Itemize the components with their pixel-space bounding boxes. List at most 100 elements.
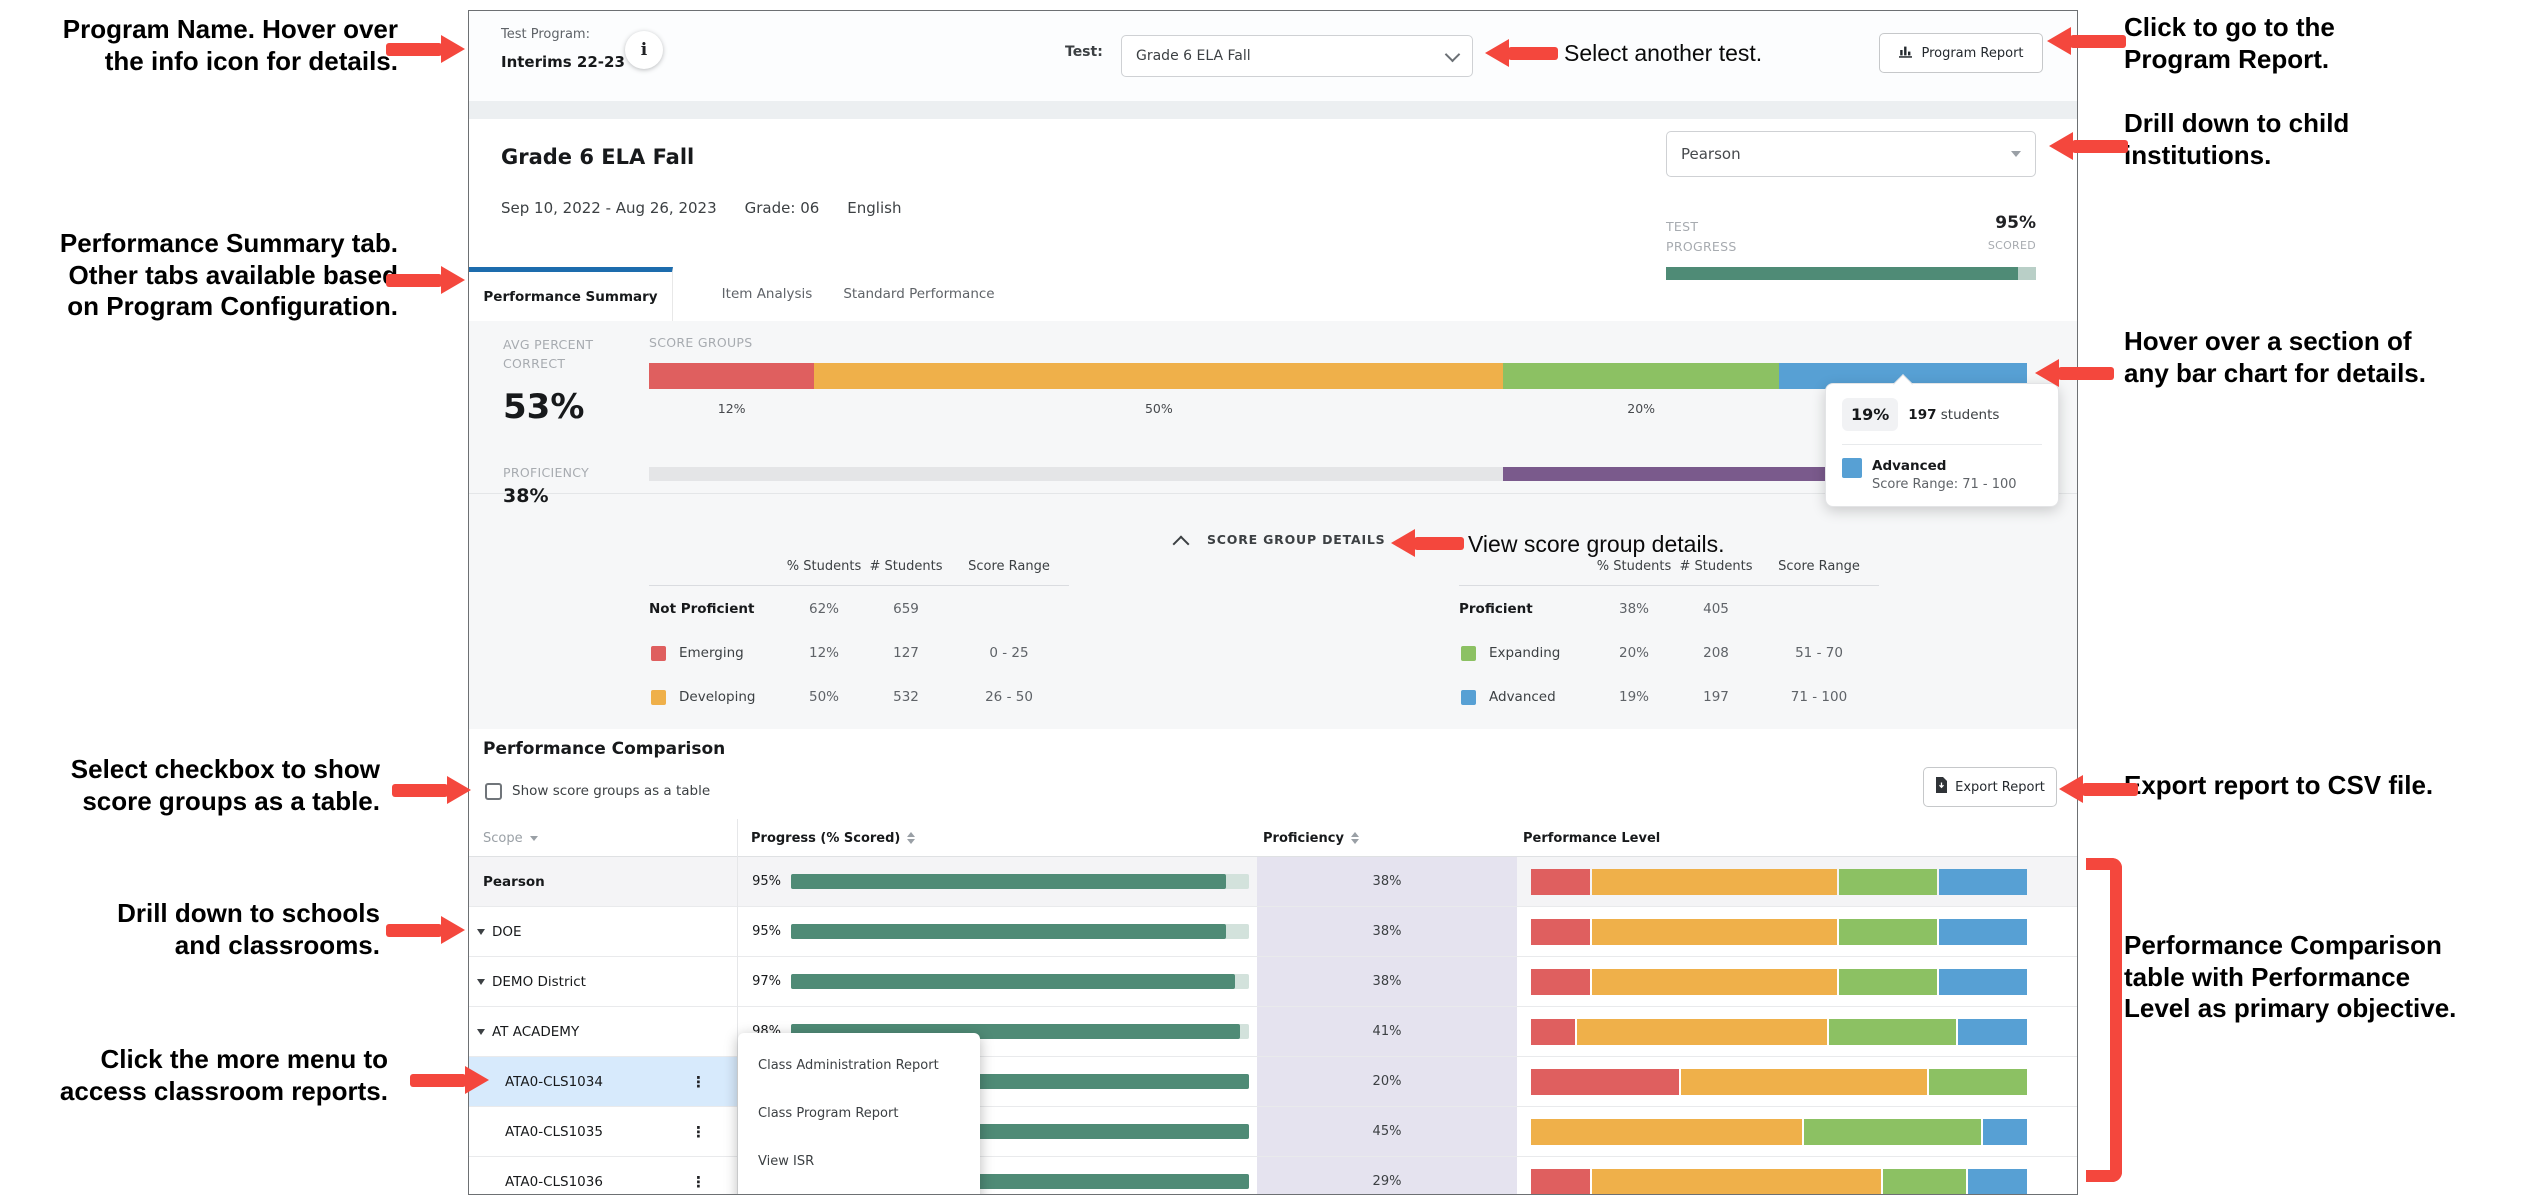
institution-select[interactable]: Pearson — [1666, 131, 2036, 177]
performance-level-bar[interactable] — [1531, 869, 2027, 895]
test-select-value: Grade 6 ELA Fall — [1136, 48, 1251, 64]
caret-down-icon[interactable] — [477, 978, 485, 985]
performance-segment-advanced[interactable] — [1958, 1019, 2027, 1045]
column-header: # Students — [869, 559, 943, 574]
annotation-arrow-right — [386, 916, 465, 944]
proficiency-cell: 41% — [1257, 1007, 1517, 1056]
tab-standard-performance[interactable]: Standard Performance — [843, 286, 995, 302]
chevron-down-icon — [2011, 151, 2021, 157]
column-header-progress[interactable]: Progress (% Scored) — [751, 819, 916, 857]
proficiency-cell: 20% — [1257, 1057, 1517, 1106]
column-header-proficiency[interactable]: Proficiency — [1263, 819, 1359, 857]
performance-level-header-label: Performance Level — [1523, 830, 1661, 846]
tab-performance-summary[interactable]: Performance Summary — [469, 267, 673, 321]
menu-item-view-isr[interactable]: View ISR — [758, 1153, 815, 1169]
performance-segment-emerging[interactable] — [1531, 969, 1590, 995]
scope-cell-ata0-cls1035[interactable]: ATA0-CLS1035 — [469, 1107, 737, 1156]
performance-segment-expanding[interactable] — [1838, 969, 1937, 995]
scope-cell-pearson[interactable]: Pearson — [469, 857, 737, 906]
performance-segment-expanding[interactable] — [1882, 1169, 1967, 1194]
scope-cell-ata0-cls1036[interactable]: ATA0-CLS1036 — [469, 1157, 737, 1194]
bar-chart-icon — [1898, 44, 1913, 62]
scope-cell-demo-district[interactable]: DEMO District — [469, 957, 737, 1006]
score-groups-bar[interactable] — [649, 363, 2027, 389]
performance-level-bar[interactable] — [1531, 1069, 2027, 1095]
performance-segment-advanced[interactable] — [1982, 1119, 2027, 1145]
tooltip-group-name: Advanced — [1872, 458, 1947, 474]
progress-value: 97% — [752, 974, 781, 989]
more-menu-icon[interactable]: ⋮ — [691, 1122, 706, 1141]
column-header-scope[interactable]: Scope — [483, 819, 538, 857]
scope-name: ATA0-CLS1034 — [505, 1073, 603, 1090]
column-header-performance-level: Performance Level — [1523, 819, 1660, 857]
test-select[interactable]: Grade 6 ELA Fall — [1121, 35, 1473, 77]
scope-header-label: Scope — [483, 830, 523, 846]
table-cell-count: 405 — [1703, 601, 1729, 617]
proficiency-label: PROFICIENCY — [503, 465, 590, 480]
performance-segment-emerging[interactable] — [1531, 1019, 1576, 1045]
performance-level-bar[interactable] — [1531, 969, 2027, 995]
score-segment-label: 50% — [1144, 401, 1173, 416]
scope-cell-ata0-cls1034[interactable]: ATA0-CLS1034 — [469, 1057, 737, 1106]
export-report-button[interactable]: Export Report — [1923, 767, 2057, 807]
more-menu-icon[interactable]: ⋮ — [691, 1172, 706, 1191]
menu-item-class-administration-report[interactable]: Class Administration Report — [758, 1057, 939, 1073]
performance-level-bar[interactable] — [1531, 919, 2027, 945]
table-row-doe: DOE 95% 38% — [469, 907, 2077, 957]
scored-label: SCORED — [1987, 239, 2036, 252]
proficiency-band-bar[interactable] — [649, 467, 2027, 481]
score-group-details-toggle[interactable]: SCORE GROUP DETAILS — [1207, 532, 1386, 547]
info-icon[interactable]: i — [625, 31, 663, 69]
performance-segment-expanding[interactable] — [1838, 919, 1937, 945]
collapse-icon[interactable] — [1172, 535, 1190, 553]
program-report-button[interactable]: Program Report — [1879, 33, 2043, 73]
score-group-name: Expanding — [1489, 645, 1561, 661]
score-segment-developing[interactable] — [814, 363, 1504, 389]
avg-percent-correct-value: 53% — [503, 387, 585, 427]
table-cell-count: 659 — [893, 601, 919, 617]
performance-segment-expanding[interactable] — [1838, 869, 1937, 895]
performance-level-bar[interactable] — [1531, 1119, 2027, 1145]
advanced-swatch — [1842, 458, 1862, 478]
checkbox-label: Show score groups as a table — [512, 783, 711, 799]
section-divider — [469, 493, 2077, 494]
advanced-swatch — [1461, 690, 1476, 705]
performance-segment-emerging[interactable] — [1531, 869, 1590, 895]
proficiency-cell: 38% — [1257, 857, 1517, 906]
performance-segment-expanding[interactable] — [1803, 1119, 1981, 1145]
performance-segment-emerging[interactable] — [1531, 1169, 1590, 1194]
performance-segment-developing[interactable] — [1591, 969, 1837, 995]
score-group-name: Developing — [679, 689, 756, 705]
performance-segment-emerging[interactable] — [1531, 919, 1590, 945]
performance-segment-advanced[interactable] — [1938, 919, 2027, 945]
caret-down-icon[interactable] — [477, 928, 485, 935]
performance-segment-emerging[interactable] — [1531, 1069, 1679, 1095]
performance-segment-advanced[interactable] — [1968, 1169, 2027, 1194]
score-segment-emerging[interactable] — [649, 363, 815, 389]
performance-segment-developing[interactable] — [1531, 1119, 1802, 1145]
show-score-groups-checkbox[interactable] — [485, 783, 502, 800]
menu-item-class-program-report[interactable]: Class Program Report — [758, 1105, 899, 1121]
scope-name: ATA0-CLS1035 — [505, 1123, 603, 1140]
performance-segment-developing[interactable] — [1577, 1019, 1827, 1045]
performance-segment-developing[interactable] — [1591, 869, 1837, 895]
annotation-arrow-left — [1485, 39, 1558, 67]
report-panel: Test Program: Interims 22-23 i Test: Gra… — [468, 10, 2078, 1195]
performance-segment-advanced[interactable] — [1938, 869, 2027, 895]
performance-level-bar[interactable] — [1531, 1019, 2027, 1045]
tab-item-analysis[interactable]: Item Analysis — [721, 286, 813, 302]
performance-segment-expanding[interactable] — [1928, 1069, 2027, 1095]
performance-segment-developing[interactable] — [1591, 1169, 1881, 1194]
performance-segment-expanding[interactable] — [1829, 1019, 1957, 1045]
performance-segment-developing[interactable] — [1591, 919, 1837, 945]
score-segment-expanding[interactable] — [1503, 363, 1779, 389]
performance-segment-advanced[interactable] — [1938, 969, 2027, 995]
table-row-ata0-cls1036: ATA0-CLS1036 ⋮ 29% — [469, 1157, 2077, 1194]
progress-bar-fill — [791, 974, 1236, 989]
more-menu-icon[interactable]: ⋮ — [691, 1072, 706, 1091]
scope-cell-at-academy[interactable]: AT ACADEMY — [469, 1007, 737, 1056]
performance-level-bar[interactable] — [1531, 1169, 2027, 1194]
caret-down-icon[interactable] — [477, 1028, 485, 1035]
scope-cell-doe[interactable]: DOE — [469, 907, 737, 956]
performance-segment-developing[interactable] — [1680, 1069, 1927, 1095]
